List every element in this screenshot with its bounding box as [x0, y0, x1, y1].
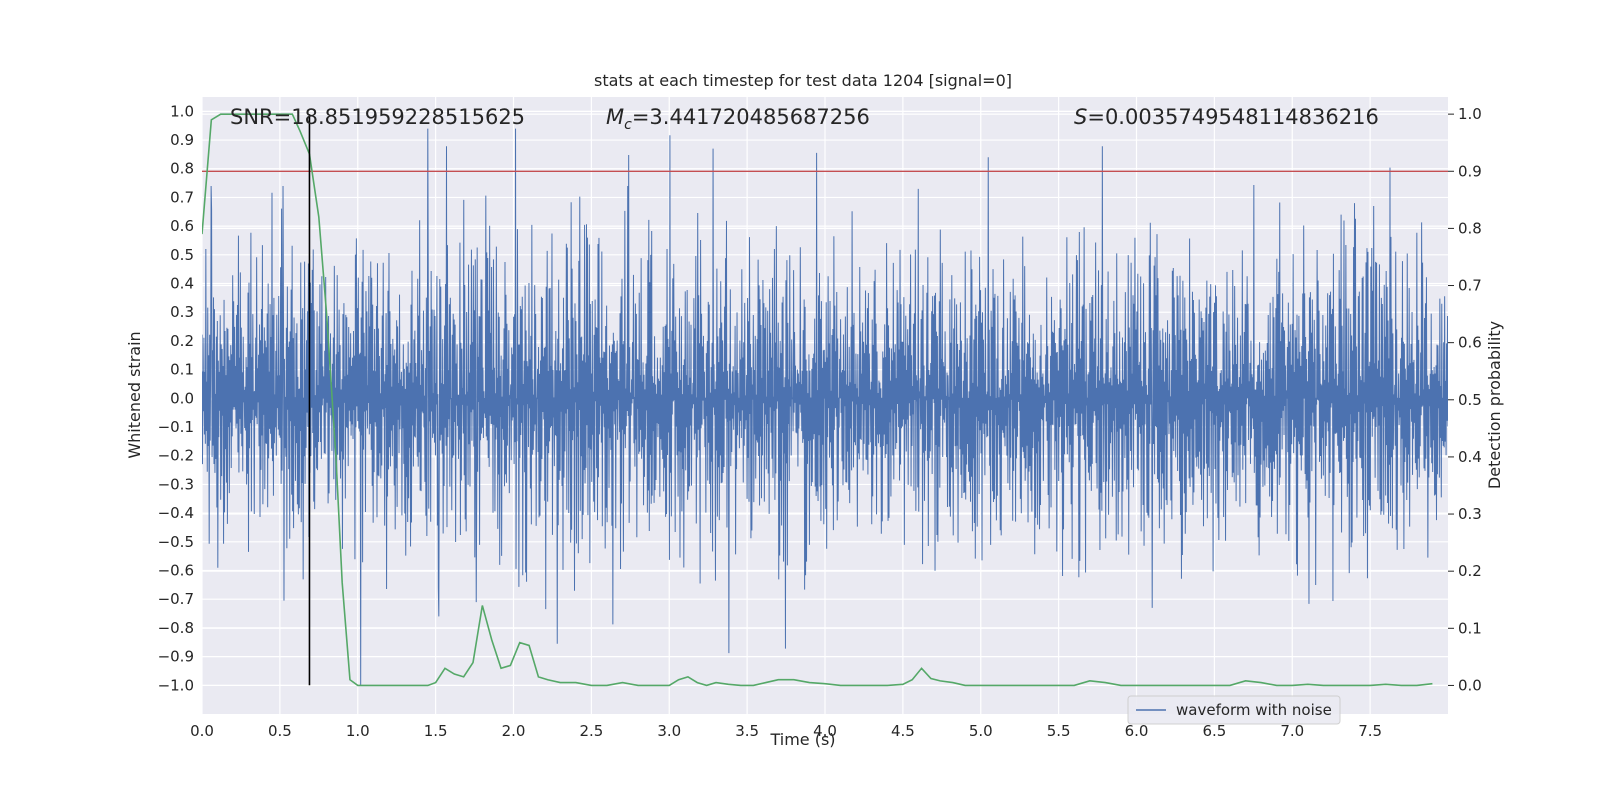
s-value: =0.0035749548114836216 [1087, 105, 1379, 129]
left-y-tick-label: 0.8 [170, 160, 194, 178]
left-y-tick-label: 0.2 [170, 332, 194, 350]
detection-probability-line [202, 113, 1433, 687]
x-tick-label: 6.5 [1202, 722, 1226, 740]
x-tick-label: 5.0 [969, 722, 993, 740]
x-tick-label: 0.5 [268, 722, 292, 740]
left-y-tick-label: 0.3 [170, 303, 194, 321]
right-y-tick-label: 0.3 [1458, 505, 1482, 523]
left-y-axis-label: Whitened strain [125, 331, 144, 458]
right-y-tick-label: 0.9 [1458, 162, 1482, 180]
x-tick-label: 1.5 [424, 722, 448, 740]
snr-annotation: SNR=18.851959228515625 [230, 105, 525, 129]
left-y-tick-label: −0.5 [158, 533, 194, 551]
left-y-tick-label: −0.3 [158, 475, 194, 493]
x-tick-label: 2.0 [502, 722, 526, 740]
s-annotation: S=0.0035749548114836216 [1074, 105, 1379, 129]
right-y-tick-label: 0.1 [1458, 619, 1482, 637]
left-y-tick-label: −0.7 [158, 590, 194, 608]
right-y-tick-label: 0.8 [1458, 219, 1482, 237]
legend-box [1127, 695, 1341, 725]
left-y-tick-label: 0.9 [170, 131, 194, 149]
left-y-tick-label: 0.4 [170, 275, 194, 293]
left-y-tick-label: 0.5 [170, 246, 194, 264]
legend: waveform with noise [1127, 695, 1341, 725]
x-tick-label: 3.0 [657, 722, 681, 740]
x-tick-label: 6.0 [1125, 722, 1149, 740]
x-tick-labels: 0.0 0.5 1.0 1.5 2.0 2.5 3.0 3.5 4.0 4.5 5.0 5.5 6.0 6… [190, 722, 1382, 740]
x-tick-label: 7.5 [1358, 722, 1382, 740]
x-tick-label: 2.5 [579, 722, 603, 740]
left-y-tick-label: 0.7 [170, 188, 194, 206]
x-axis-label: Time (s) [769, 730, 835, 749]
left-y-tick-label: −0.9 [158, 648, 194, 666]
left-y-tick-label: 0.6 [170, 217, 194, 235]
chirp-mass-annotation: Mc=3.441720485687256 [606, 105, 870, 133]
left-y-tick-label: −0.1 [158, 418, 194, 436]
x-tick-label: 1.0 [346, 722, 370, 740]
left-y-tick-label: 0.0 [170, 389, 194, 407]
chirp-mass-subscript: c [624, 117, 632, 133]
left-y-tick-label: −1.0 [158, 676, 194, 694]
right-y-tick-label: 1.0 [1458, 105, 1482, 123]
right-y-tick-labels: 1.0 0.9 0.8 0.7 0.6 0.5 0.4 0.3 0.2 0.1 0.0 [1448, 105, 1482, 694]
chirp-mass-symbol: M [606, 105, 624, 129]
right-y-tick-label: 0.7 [1458, 277, 1482, 295]
right-y-tick-label: 0.2 [1458, 562, 1482, 580]
x-tick-label: 3.5 [735, 722, 759, 740]
right-y-tick-label: 0.6 [1458, 334, 1482, 352]
right-y-axis-label: Detection probability [1485, 321, 1504, 489]
left-y-tick-label: −0.6 [158, 562, 194, 580]
chart-title: stats at each timestep for test data 120… [594, 71, 1012, 90]
left-y-tick-labels: 1.0 0.9 0.8 0.7 0.6 0.5 0.4 0.3 0.2 0.1 0.0 −0.1 −0.… [158, 102, 194, 694]
left-y-tick-label: −0.8 [158, 619, 194, 637]
right-y-tick-label: 0.4 [1458, 448, 1482, 466]
x-tick-label: 4.5 [891, 722, 915, 740]
left-y-tick-label: −0.2 [158, 447, 194, 465]
x-tick-label: 0.0 [190, 722, 214, 740]
right-y-tick-label: 0.0 [1458, 676, 1482, 694]
chirp-mass-value: =3.441720485687256 [632, 105, 870, 129]
legend-label: waveform with noise [1176, 701, 1332, 719]
left-y-tick-label: 0.1 [170, 361, 194, 379]
waveform-series-line [202, 128, 1448, 686]
s-symbol: S [1074, 105, 1087, 129]
x-tick-label: 7.0 [1280, 722, 1304, 740]
right-y-tick-label: 0.5 [1458, 391, 1482, 409]
left-y-tick-label: 1.0 [170, 102, 194, 120]
x-tick-label: 4.0 [813, 722, 837, 740]
left-y-tick-label: −0.4 [158, 504, 194, 522]
x-tick-label: 5.5 [1047, 722, 1071, 740]
